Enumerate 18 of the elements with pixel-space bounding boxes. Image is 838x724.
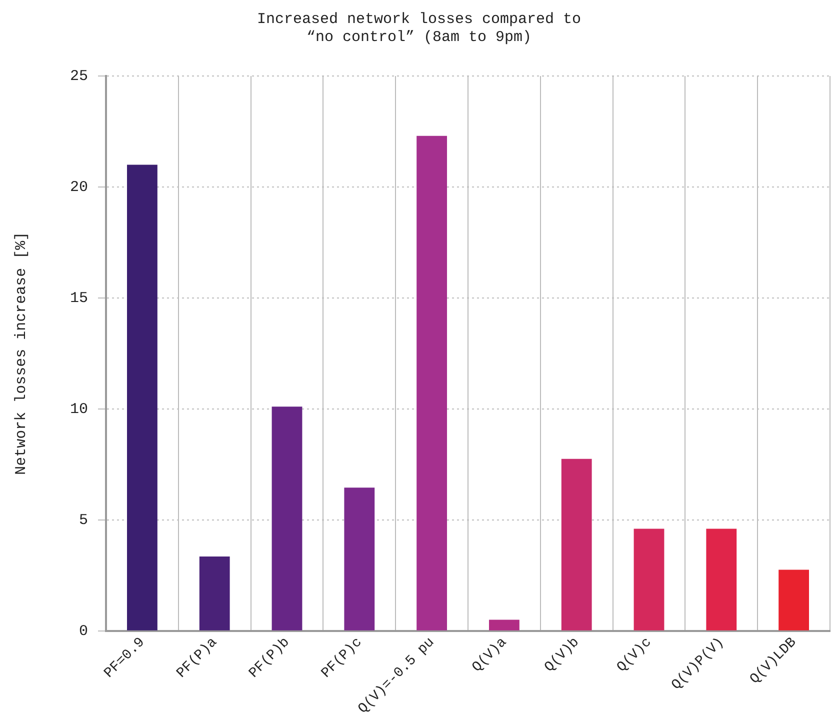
bar bbox=[127, 164, 158, 630]
bar bbox=[634, 528, 664, 630]
bar bbox=[561, 458, 592, 630]
y-tick-label: 5 bbox=[78, 512, 88, 529]
bar bbox=[489, 620, 520, 630]
y-tick-label: 0 bbox=[78, 622, 88, 640]
bar bbox=[272, 406, 302, 630]
y-tick-label: 25 bbox=[70, 68, 88, 85]
y-axis-title: Network losses increase [%] bbox=[12, 232, 30, 475]
bar bbox=[778, 570, 810, 630]
y-tick-label: 20 bbox=[70, 178, 88, 196]
bar bbox=[199, 556, 230, 630]
bar bbox=[706, 528, 737, 630]
chart-title: Increased network losses compared to “no control” (8am to 9pm) bbox=[256, 10, 582, 46]
bar bbox=[416, 136, 448, 630]
y-tick-label: 10 bbox=[70, 400, 88, 418]
y-tick-label: 15 bbox=[70, 290, 88, 307]
bar bbox=[344, 488, 375, 630]
